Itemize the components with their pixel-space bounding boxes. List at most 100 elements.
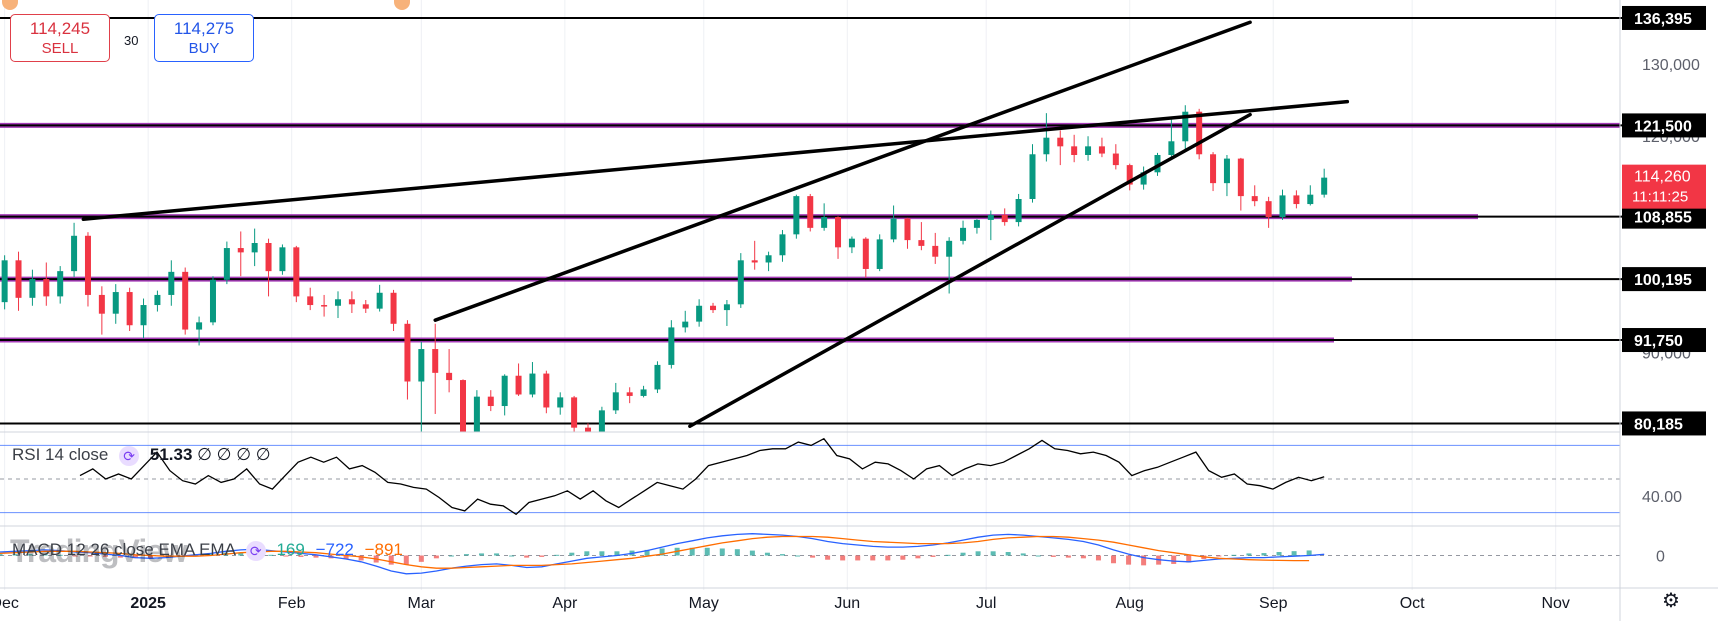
macd-histogram-bar xyxy=(855,555,861,561)
candle xyxy=(571,395,578,432)
candle xyxy=(1140,166,1147,190)
candle xyxy=(598,406,605,432)
candle xyxy=(1057,130,1064,166)
candle-body xyxy=(1,260,8,303)
macd-histogram-bar xyxy=(1246,553,1252,556)
candle xyxy=(585,423,592,432)
level-label-text: 80,185 xyxy=(1634,416,1683,433)
gear-icon[interactable]: ⚙ xyxy=(1662,590,1680,612)
candle xyxy=(1210,152,1217,192)
grid-lines xyxy=(4,0,1557,590)
buy-button[interactable]: 114,275 BUY xyxy=(154,14,254,62)
macd-histogram-bar xyxy=(614,551,620,556)
time-axis-label: Jun xyxy=(834,595,860,612)
macd-histogram-bar xyxy=(539,555,545,557)
candle-body xyxy=(515,375,522,395)
macd-histogram-bar xyxy=(1261,553,1267,556)
candle-body xyxy=(154,294,161,306)
level-label-bg xyxy=(1622,267,1706,292)
candle-body xyxy=(612,392,619,411)
candle xyxy=(1265,196,1272,228)
macd-histogram-bar xyxy=(1306,550,1312,556)
candle-body xyxy=(848,238,855,248)
macd-histogram-bar xyxy=(1095,555,1101,561)
level-label-text: 121,500 xyxy=(1634,118,1692,135)
macd-histogram-bar xyxy=(509,555,515,557)
candle-body xyxy=(1237,158,1244,197)
macd-histogram-bar xyxy=(945,554,951,556)
macd-histogram-bar xyxy=(1186,555,1192,563)
candle-body xyxy=(682,321,689,328)
candle-body xyxy=(987,214,994,220)
level-label-text: 91,750 xyxy=(1634,333,1683,350)
candle xyxy=(15,251,22,311)
spread-value: 30 xyxy=(124,33,139,48)
candle xyxy=(168,260,175,306)
macd-histogram-bar xyxy=(659,548,665,556)
candle-body xyxy=(876,239,883,269)
time-axis-label: Oct xyxy=(1400,595,1425,612)
macd-histogram-bar xyxy=(644,549,650,556)
macd-histogram-bar xyxy=(1126,555,1132,565)
candle xyxy=(1279,189,1286,220)
candle xyxy=(293,245,300,303)
level-label-bg xyxy=(1622,5,1706,30)
time-axis-label: Dec xyxy=(0,595,19,612)
sell-button[interactable]: 114,245 SELL xyxy=(10,14,110,62)
candle xyxy=(640,385,647,398)
candle xyxy=(1251,185,1258,207)
candle-body xyxy=(710,305,717,311)
candle xyxy=(307,287,314,311)
macd-histogram-bar xyxy=(57,554,63,556)
candle-body xyxy=(543,373,550,408)
candle-body xyxy=(946,240,953,257)
macd-histogram-bar xyxy=(975,551,981,556)
macd-histogram-bar xyxy=(915,555,921,559)
macd-histogram-bar xyxy=(132,555,138,559)
macd-histogram-bar xyxy=(1141,555,1147,566)
candle xyxy=(835,216,842,259)
candle-body xyxy=(668,327,675,365)
candle-body xyxy=(793,196,800,235)
candle xyxy=(557,392,564,415)
candle xyxy=(71,222,78,277)
candle xyxy=(418,341,425,432)
rsi-legend-value: 51.33 xyxy=(149,445,193,464)
candle-body xyxy=(1182,111,1189,142)
candle-body xyxy=(404,323,411,382)
candle-body xyxy=(1098,146,1105,154)
trendline xyxy=(81,99,1350,221)
macd-histogram-bar xyxy=(1035,555,1041,557)
candle-body xyxy=(196,322,203,330)
candle-body xyxy=(1196,111,1203,155)
rsi-legend-extra: ∅ ∅ ∅ ∅ xyxy=(197,445,271,464)
rotate-icon[interactable]: ⟳ xyxy=(119,445,140,466)
rsi-legend[interactable]: RSI 14 close ⟳ 51.33 ∅ ∅ ∅ ∅ xyxy=(12,445,271,466)
time-axis-label: Jul xyxy=(976,595,996,612)
current-price-bg xyxy=(1622,164,1706,209)
candle-body xyxy=(696,305,703,322)
candle-body xyxy=(807,196,814,228)
rotate-icon[interactable]: ⟳ xyxy=(245,540,266,561)
rsi-line xyxy=(79,437,1325,516)
candle xyxy=(196,316,203,346)
candle xyxy=(390,289,397,332)
sell-label: SELL xyxy=(41,40,79,57)
candle xyxy=(112,284,119,324)
candle-body xyxy=(223,248,230,280)
candle-body xyxy=(918,240,925,246)
candle xyxy=(126,287,133,332)
trendlines[interactable] xyxy=(81,20,1350,428)
candle-body xyxy=(15,260,22,298)
candle xyxy=(404,320,411,400)
candle-body xyxy=(1085,146,1092,155)
macd-histogram-bar xyxy=(1111,555,1117,564)
candle-body xyxy=(348,299,355,305)
candle xyxy=(1196,108,1203,160)
time-axis-label: May xyxy=(689,595,719,612)
macd-legend[interactable]: MACD 12 26 close EMA EMA ⟳ 169 −722 −891 xyxy=(12,540,403,561)
candle-body xyxy=(1057,137,1064,147)
candle xyxy=(1168,119,1175,159)
candle xyxy=(890,205,897,243)
